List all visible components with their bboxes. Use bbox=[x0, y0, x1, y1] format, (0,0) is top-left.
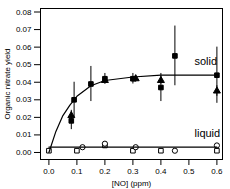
svg-text:0.02: 0.02 bbox=[16, 113, 32, 122]
svg-text:0.2: 0.2 bbox=[99, 167, 111, 176]
svg-text:0.3: 0.3 bbox=[127, 167, 139, 176]
svg-text:solid: solid bbox=[195, 55, 218, 67]
svg-text:0.00: 0.00 bbox=[16, 148, 32, 157]
svg-text:0.08: 0.08 bbox=[16, 8, 32, 17]
svg-text:0.03: 0.03 bbox=[16, 95, 32, 104]
svg-text:0.0: 0.0 bbox=[43, 167, 55, 176]
svg-text:0.05: 0.05 bbox=[16, 60, 32, 69]
svg-text:0.4: 0.4 bbox=[155, 167, 167, 176]
svg-text:0.01: 0.01 bbox=[16, 130, 32, 139]
svg-text:0.07: 0.07 bbox=[16, 25, 32, 34]
svg-text:0.1: 0.1 bbox=[71, 167, 83, 176]
svg-text:0.6: 0.6 bbox=[211, 167, 223, 176]
svg-text:liquid: liquid bbox=[195, 127, 221, 139]
svg-text:0.5: 0.5 bbox=[183, 167, 195, 176]
svg-text:0.06: 0.06 bbox=[16, 43, 32, 52]
svg-text:0.04: 0.04 bbox=[16, 78, 32, 87]
svg-text:[NO] (ppm): [NO] (ppm) bbox=[112, 179, 152, 188]
svg-text:Organic nitrate yield: Organic nitrate yield bbox=[3, 48, 12, 119]
